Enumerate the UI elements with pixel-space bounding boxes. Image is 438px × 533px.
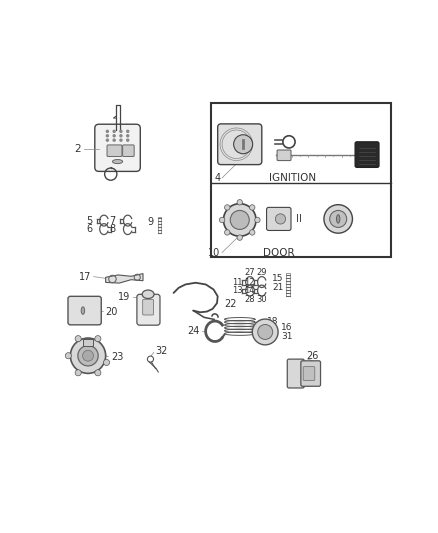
- FancyBboxPatch shape: [68, 296, 101, 325]
- Text: 32: 32: [155, 345, 168, 356]
- Circle shape: [103, 359, 110, 366]
- Circle shape: [230, 211, 249, 229]
- FancyBboxPatch shape: [95, 124, 140, 172]
- Circle shape: [223, 204, 256, 236]
- Text: II: II: [296, 214, 302, 224]
- Text: 13: 13: [232, 286, 243, 295]
- FancyBboxPatch shape: [301, 361, 321, 386]
- Ellipse shape: [336, 215, 340, 223]
- Text: 10: 10: [208, 247, 220, 257]
- Ellipse shape: [81, 307, 85, 314]
- Circle shape: [219, 217, 225, 223]
- Text: 14: 14: [244, 286, 254, 295]
- Text: DOOR: DOOR: [263, 248, 295, 258]
- Circle shape: [127, 139, 129, 141]
- Circle shape: [225, 230, 230, 235]
- Circle shape: [106, 135, 108, 137]
- Circle shape: [113, 135, 115, 137]
- Circle shape: [95, 336, 101, 342]
- Text: 30: 30: [257, 295, 267, 304]
- Text: 12: 12: [244, 278, 254, 287]
- Bar: [211, 103, 391, 257]
- Polygon shape: [106, 273, 143, 283]
- Text: 7: 7: [110, 216, 116, 225]
- Text: 11: 11: [232, 278, 243, 287]
- Circle shape: [254, 217, 260, 223]
- Ellipse shape: [142, 290, 154, 298]
- FancyBboxPatch shape: [355, 142, 379, 167]
- FancyBboxPatch shape: [277, 150, 291, 160]
- Text: 4: 4: [214, 173, 220, 183]
- Circle shape: [106, 139, 108, 141]
- Circle shape: [120, 139, 122, 141]
- Circle shape: [258, 325, 273, 340]
- Circle shape: [65, 353, 71, 359]
- Text: 16: 16: [281, 324, 292, 333]
- Text: 31: 31: [281, 332, 292, 341]
- Circle shape: [71, 338, 106, 374]
- Text: 8: 8: [110, 224, 116, 234]
- Circle shape: [330, 211, 346, 228]
- Text: 22: 22: [224, 299, 237, 309]
- Circle shape: [233, 135, 253, 154]
- FancyBboxPatch shape: [137, 294, 160, 325]
- Circle shape: [120, 131, 122, 132]
- Circle shape: [250, 205, 255, 210]
- Text: 24: 24: [187, 326, 200, 336]
- Text: 15: 15: [272, 274, 283, 283]
- FancyBboxPatch shape: [143, 300, 154, 315]
- Ellipse shape: [113, 159, 123, 164]
- FancyBboxPatch shape: [83, 340, 93, 346]
- Circle shape: [127, 135, 129, 137]
- Text: 28: 28: [244, 295, 255, 304]
- Text: 21: 21: [272, 284, 283, 292]
- Text: 6: 6: [86, 224, 92, 234]
- Circle shape: [225, 205, 230, 210]
- Text: 17: 17: [79, 272, 92, 281]
- Circle shape: [237, 199, 243, 205]
- Text: 26: 26: [307, 351, 319, 361]
- Text: 19: 19: [118, 292, 130, 302]
- Circle shape: [127, 131, 129, 132]
- FancyBboxPatch shape: [107, 145, 122, 157]
- Circle shape: [120, 135, 122, 137]
- Text: 2: 2: [74, 144, 81, 154]
- Circle shape: [113, 131, 115, 132]
- Circle shape: [106, 131, 108, 132]
- FancyBboxPatch shape: [123, 145, 134, 157]
- Circle shape: [324, 205, 353, 233]
- FancyBboxPatch shape: [267, 207, 291, 230]
- FancyBboxPatch shape: [287, 359, 304, 388]
- Circle shape: [75, 336, 81, 342]
- Text: 27: 27: [244, 268, 255, 277]
- Circle shape: [83, 350, 93, 361]
- Text: 5: 5: [86, 216, 92, 225]
- Circle shape: [75, 370, 81, 376]
- Text: 9: 9: [147, 217, 153, 227]
- Text: 29: 29: [257, 268, 267, 277]
- Circle shape: [78, 345, 98, 366]
- Circle shape: [252, 319, 278, 345]
- Circle shape: [276, 214, 286, 224]
- Text: 20: 20: [106, 306, 118, 317]
- Circle shape: [237, 235, 243, 240]
- Circle shape: [95, 370, 101, 376]
- Text: IGNITION: IGNITION: [269, 173, 316, 183]
- FancyBboxPatch shape: [218, 124, 262, 165]
- FancyBboxPatch shape: [303, 367, 315, 381]
- Text: 18: 18: [267, 317, 279, 326]
- Circle shape: [113, 139, 115, 141]
- Text: 23: 23: [111, 352, 123, 362]
- Circle shape: [250, 230, 255, 235]
